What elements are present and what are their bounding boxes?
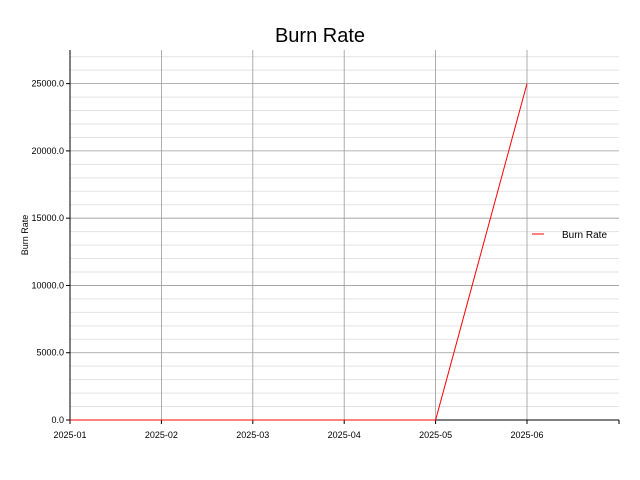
y-axis-label: Burn Rate bbox=[20, 215, 30, 256]
series-layer bbox=[70, 83, 528, 421]
legend: Burn Rate bbox=[532, 230, 607, 241]
y-tick-label: 15000.0 bbox=[31, 213, 64, 223]
x-tick-label: 2025-04 bbox=[328, 430, 361, 440]
series-line bbox=[70, 83, 528, 421]
x-tick-label: 2025-05 bbox=[419, 430, 452, 440]
y-tick-label: 5000.0 bbox=[36, 348, 64, 358]
y-tick-label: 10000.0 bbox=[31, 280, 64, 290]
y-tick-label: 20000.0 bbox=[31, 146, 64, 156]
legend-label: Burn Rate bbox=[562, 230, 607, 241]
y-axis-ticks: 0.0 5000.0 10000.0 15000.0 20000.0 25000.0 bbox=[31, 79, 70, 425]
x-tick-label: 2025-06 bbox=[510, 430, 543, 440]
x-tick-label: 2025-03 bbox=[236, 430, 269, 440]
chart-title: Burn Rate bbox=[275, 25, 365, 47]
y-tick-label: 25000.0 bbox=[31, 79, 64, 89]
major-gridlines bbox=[70, 50, 619, 420]
x-tick-label: 2025-02 bbox=[145, 430, 178, 440]
x-axis-ticks: 2025-01 2025-02 2025-03 2025-04 2025-05 2025-… bbox=[53, 420, 620, 440]
x-tick-label: 2025-01 bbox=[53, 430, 86, 440]
y-tick-label: 0.0 bbox=[51, 415, 64, 425]
